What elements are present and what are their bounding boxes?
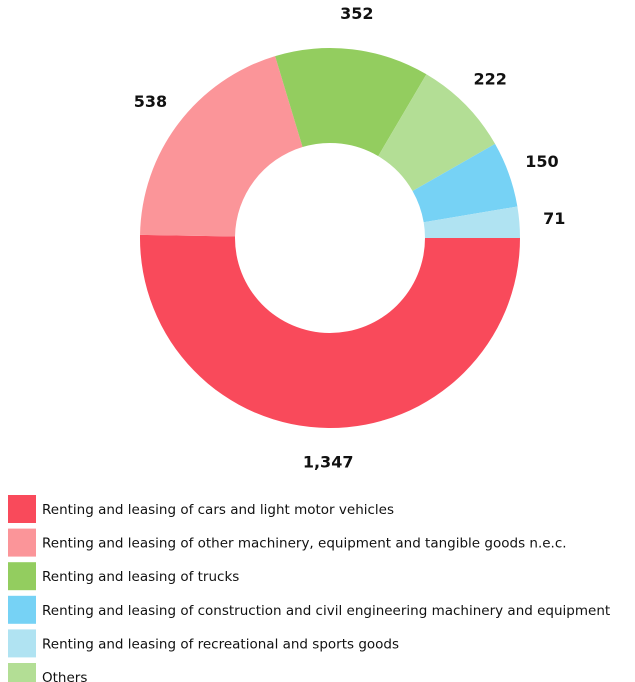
value-label: 71 xyxy=(543,209,565,228)
value-label: 222 xyxy=(474,70,507,89)
legend-swatch xyxy=(8,495,36,523)
slice xyxy=(275,48,427,157)
legend-label: Others xyxy=(42,670,87,682)
legend-swatch xyxy=(8,595,36,624)
legend-label: Renting and leasing of construction and … xyxy=(42,603,610,619)
legend-label: Renting and leasing of other machinery, … xyxy=(42,536,567,552)
legend-label: Renting and leasing of cars and light mo… xyxy=(42,502,394,518)
legend-swatch xyxy=(8,528,36,557)
legend-swatch xyxy=(8,663,36,682)
slice xyxy=(378,74,496,191)
slice xyxy=(140,56,303,237)
value-label: 1,347 xyxy=(303,452,354,471)
legend-swatch xyxy=(8,562,36,591)
slice xyxy=(423,206,520,238)
value-label: 538 xyxy=(134,92,167,111)
legend-label: Renting and leasing of recreational and … xyxy=(42,636,399,652)
value-label: 150 xyxy=(525,152,558,171)
slice xyxy=(412,143,518,223)
legend-swatch xyxy=(8,629,36,658)
slice xyxy=(140,234,521,429)
legend-label: Renting and leasing of trucks xyxy=(42,569,239,585)
value-label: 352 xyxy=(340,4,373,23)
